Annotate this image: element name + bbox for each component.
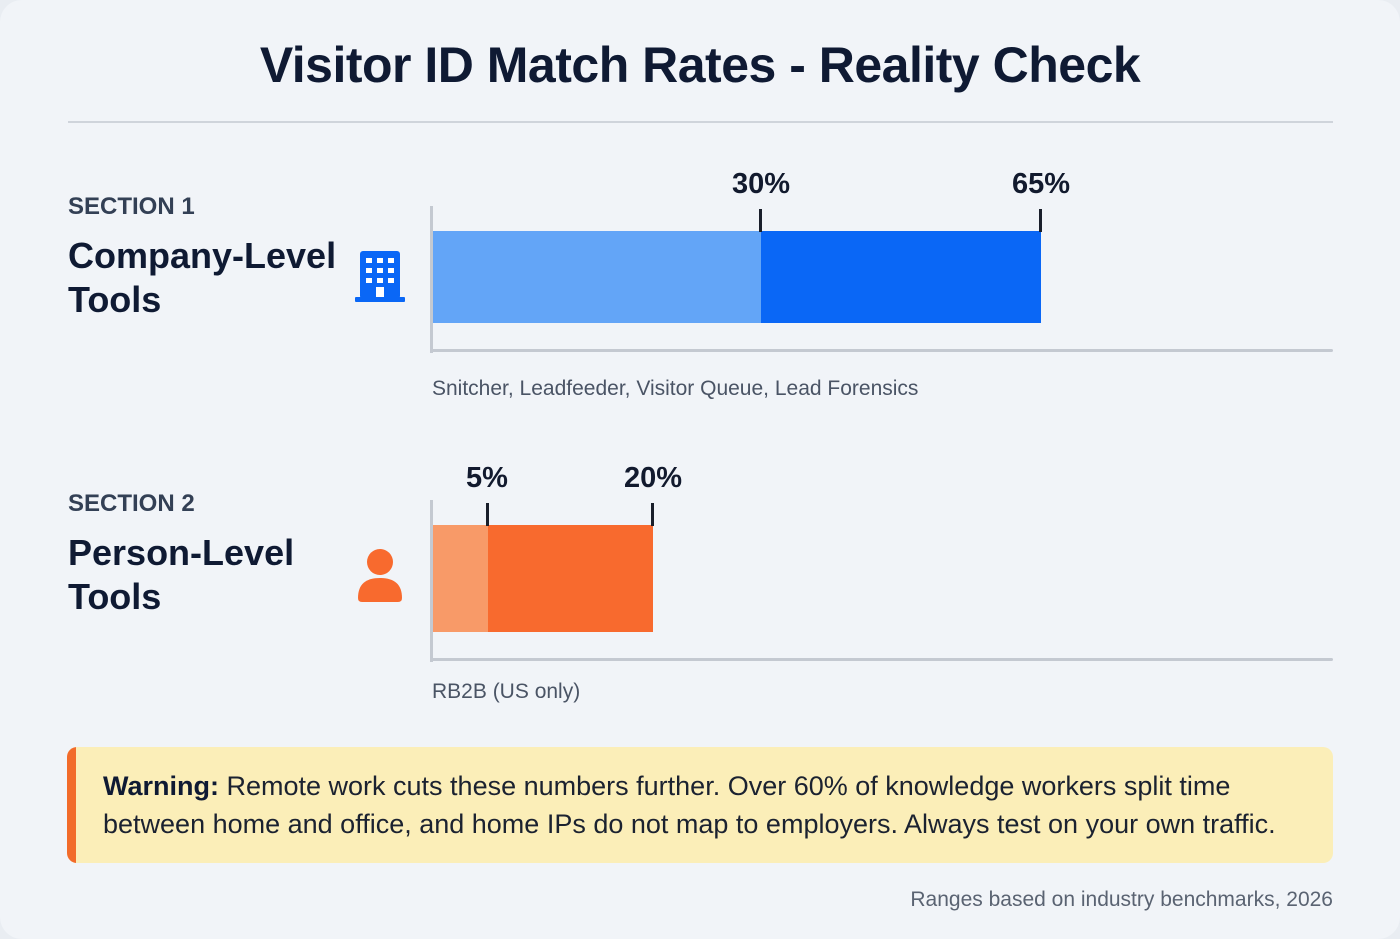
footnote: Ranges based on industry benchmarks, 202… bbox=[910, 888, 1333, 911]
warning-callout: Warning: Remote work cuts these numbers … bbox=[67, 747, 1333, 863]
section-1-title-line2: Tools bbox=[68, 279, 162, 320]
section-1-title: Company-Level Tools bbox=[68, 234, 336, 322]
warning-text: Warning: Remote work cuts these numbers … bbox=[103, 767, 1323, 843]
section-1-low-label: 30% bbox=[731, 168, 791, 200]
section-2-bar-low bbox=[433, 525, 488, 632]
section-1-tick-low bbox=[759, 209, 762, 232]
section-2-x-axis bbox=[430, 658, 1333, 661]
section-2-low-label: 5% bbox=[466, 462, 508, 494]
section-1-label: SECTION 1 bbox=[68, 193, 195, 220]
section-1-high-label: 65% bbox=[1011, 168, 1071, 200]
person-icon bbox=[356, 548, 404, 607]
section-1-bar-low bbox=[433, 231, 761, 323]
section-2-high-label: 20% bbox=[623, 462, 683, 494]
section-1-title-line1: Company-Level bbox=[68, 235, 337, 276]
building-icon bbox=[355, 250, 405, 309]
section-2-title-line2: Tools bbox=[68, 576, 162, 617]
section-2-label: SECTION 2 bbox=[68, 490, 195, 517]
section-2-caption: RB2B (US only) bbox=[432, 680, 581, 703]
section-2-title: Person-Level Tools bbox=[68, 531, 294, 619]
section-2-title-line1: Person-Level bbox=[68, 532, 295, 573]
section-2-y-axis bbox=[430, 500, 433, 662]
section-1-x-axis bbox=[430, 349, 1333, 352]
warning-label: Warning: bbox=[103, 771, 219, 801]
warning-accent-stripe bbox=[67, 747, 76, 863]
section-1-bar-range bbox=[761, 231, 1041, 323]
title-divider bbox=[68, 121, 1333, 123]
section-2-tick-low bbox=[486, 503, 489, 526]
section-1-tick-high bbox=[1039, 209, 1042, 232]
section-1-y-axis bbox=[430, 206, 433, 353]
warning-body: Remote work cuts these numbers further. … bbox=[103, 771, 1276, 839]
section-2-bar-range bbox=[488, 525, 653, 632]
page-title: Visitor ID Match Rates - Reality Check bbox=[259, 37, 1141, 93]
section-1-caption: Snitcher, Leadfeeder, Visitor Queue, Lea… bbox=[432, 377, 919, 400]
section-2-tick-high bbox=[651, 503, 654, 526]
